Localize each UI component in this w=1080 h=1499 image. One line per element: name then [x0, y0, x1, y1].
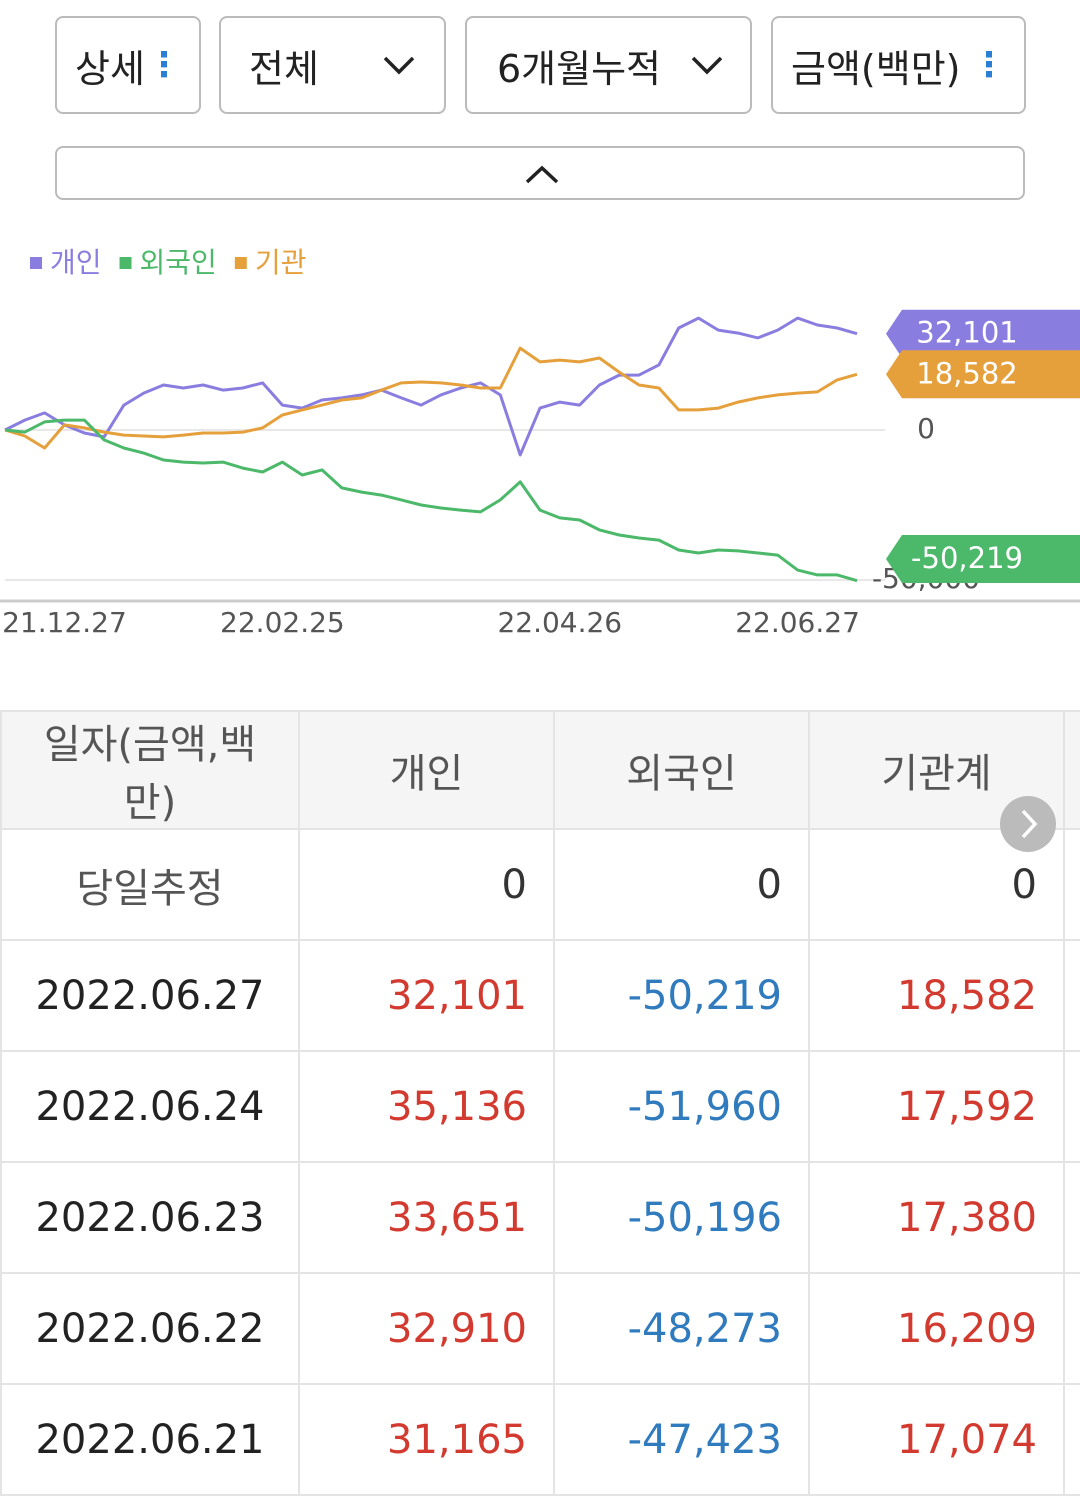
- header-cell: 외국인: [553, 710, 810, 830]
- value-cell: 0: [553, 828, 810, 941]
- value-cell: -51,960: [553, 1050, 810, 1163]
- unit-dropdown[interactable]: 금액(백만) ⋮: [771, 16, 1026, 114]
- legend-label: 기관: [255, 246, 307, 279]
- collapse-button[interactable]: [55, 146, 1025, 200]
- x-tick-label: 22.02.25: [220, 606, 345, 639]
- table-row: 2022.06.23 33,651 -50,196 17,380: [0, 1161, 1080, 1274]
- value-cell: 16,209: [808, 1272, 1065, 1385]
- series-line: [4, 346, 858, 450]
- header-cell: 개인: [298, 710, 555, 830]
- header-row: 일자(금액,백만) 개인 외국인 기관계: [0, 710, 1080, 830]
- period-dropdown[interactable]: 6개월누적: [465, 16, 752, 114]
- overflow-cell: [1063, 1050, 1080, 1163]
- dropdown-label: 금액(백만): [791, 46, 961, 91]
- value-cell: 32,101: [298, 939, 555, 1052]
- chevron-up: [525, 165, 559, 184]
- date-cell: 2022.06.23: [0, 1161, 300, 1274]
- value-cell: 17,592: [808, 1050, 1065, 1163]
- value-cell: 18,582: [808, 939, 1065, 1052]
- dropdown-label: 상세: [75, 46, 145, 91]
- x-tick-label: 22.06.27: [735, 606, 860, 639]
- date-cell: 2022.06.22: [0, 1272, 300, 1385]
- x-tick-label: 21.12.27: [2, 606, 127, 639]
- value-cell: -47,423: [553, 1383, 810, 1496]
- value-tag: [886, 350, 1080, 399]
- date-cell: 당일추정: [0, 828, 300, 941]
- menu-icon: ⋮: [147, 45, 181, 85]
- value-cell: 31,165: [298, 1383, 555, 1496]
- legend-swatch: [30, 257, 42, 269]
- overflow-cell: [1063, 1272, 1080, 1385]
- value-tag: [886, 309, 1080, 358]
- legend-swatch: [119, 257, 132, 269]
- header-cell: 일자(금액,백만): [0, 710, 300, 830]
- value-tag: [886, 535, 1080, 583]
- chart: 개인외국인기관0-50,00021.12.2722.02.2522.04.262…: [0, 246, 1080, 639]
- value-label: 32,101: [916, 316, 1017, 350]
- value-cell: 33,651: [298, 1161, 555, 1274]
- date-cell: 2022.06.27: [0, 939, 300, 1052]
- table-row: 2022.06.21 31,165 -47,423 17,074: [0, 1383, 1080, 1496]
- value-label: 18,582: [916, 356, 1017, 390]
- legend-label: 개인: [50, 246, 102, 279]
- chevron: [691, 56, 723, 75]
- value-cell: -50,219: [553, 939, 810, 1052]
- table-row: 2022.06.24 35,136 -51,960 17,592: [0, 1050, 1080, 1163]
- series-line: [4, 418, 858, 583]
- overflow-cell: [1063, 939, 1080, 1052]
- legend-swatch: [234, 257, 247, 269]
- data-table: 일자(금액,백만) 개인 외국인 기관계 당일추정 0 0 0 2022.06.27 32,10…: [0, 710, 1080, 1496]
- value-cell: 17,380: [808, 1161, 1065, 1274]
- menu-icon: ⋮: [972, 45, 1006, 85]
- scope-dropdown[interactable]: 전체: [219, 16, 446, 114]
- legend-label: 외국인: [140, 246, 217, 279]
- series-line: [4, 316, 858, 457]
- dropdown-label: 전체: [249, 46, 319, 91]
- overflow-cell: [1063, 1161, 1080, 1274]
- date-cell: 2022.06.21: [0, 1383, 300, 1496]
- value-cell: -50,196: [553, 1161, 810, 1274]
- overflow-cell: [1063, 1383, 1080, 1496]
- overflow-cell: [1063, 828, 1080, 941]
- table-row: 2022.06.22 32,910 -48,273 16,209: [0, 1272, 1080, 1385]
- value-label: -50,219: [911, 541, 1023, 575]
- value-cell: 17,074: [808, 1383, 1065, 1496]
- x-tick-label: 22.04.26: [497, 606, 622, 639]
- value-cell: 0: [298, 828, 555, 941]
- chevron-right: [1021, 809, 1038, 839]
- header-overflow: [1063, 710, 1080, 830]
- value-cell: 32,910: [298, 1272, 555, 1385]
- y-tick-label: 0: [917, 412, 935, 445]
- detail-dropdown[interactable]: 상세 ⋮: [55, 16, 201, 114]
- table-row: 당일추정 0 0 0: [0, 828, 1080, 941]
- scroll-right-button[interactable]: [1000, 796, 1056, 852]
- value-cell: 35,136: [298, 1050, 555, 1163]
- chevron: [383, 56, 415, 75]
- table-row: 2022.06.27 32,101 -50,219 18,582: [0, 939, 1080, 1052]
- value-cell: -48,273: [553, 1272, 810, 1385]
- dropdown-label: 6개월누적: [497, 46, 662, 91]
- date-cell: 2022.06.24: [0, 1050, 300, 1163]
